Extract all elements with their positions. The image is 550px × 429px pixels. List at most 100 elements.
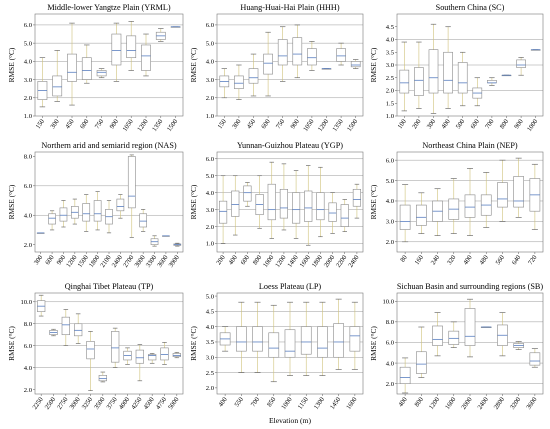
box-iqr (141, 44, 151, 71)
box-iqr (231, 190, 240, 217)
x-tick-label: 300 (231, 118, 243, 131)
y-tick-label: 2.0 (206, 95, 215, 102)
box-iqr (352, 188, 361, 207)
y-tick-label: 6.0 (386, 340, 395, 347)
box-iqr (304, 190, 313, 222)
box-1000 (530, 49, 541, 51)
x-tick-label: 1600 (444, 396, 458, 411)
box-1200 (141, 33, 151, 77)
y-tick-label: 3.0 (386, 62, 395, 69)
x-tick-label: 480 (478, 254, 490, 267)
y-axis-label: RMSE (°C) (189, 184, 198, 219)
box-iqr (316, 192, 325, 221)
box-iqr (292, 192, 301, 224)
box-800 (416, 326, 427, 378)
box-100 (399, 41, 410, 112)
box-400 (443, 26, 453, 109)
y-tick-label: 6.0 (206, 22, 215, 29)
box-1500 (350, 59, 361, 69)
x-tick-label: 200 (411, 118, 423, 131)
panel-7: Qinghai Tibet Plateau (TP) 2.0 4.0 6.0 8.0 10… (7, 282, 184, 411)
panel-title: Sichuan Basin and surrounding regions (S… (397, 282, 543, 291)
box-150 (37, 57, 48, 108)
box-iqr (448, 330, 460, 345)
x-tick-label: 2700 (122, 254, 136, 269)
y-tick-label: 4.0 (24, 59, 33, 66)
box-2400 (480, 326, 492, 328)
x-tick-label: 1500 (346, 118, 360, 133)
box-300 (234, 64, 244, 100)
box-400 (399, 357, 411, 394)
x-tick-label: 1600 (345, 396, 359, 411)
box-iqr (399, 366, 411, 384)
panels: Middle-lower Yangtze Plain (YRML)1.02.03… (7, 3, 543, 411)
box-700 (487, 77, 497, 86)
x-tick-label: 800 (252, 254, 264, 267)
panel-4: Northern arid and semiarid region (NAS) 2… (7, 141, 184, 269)
x-tick-label: 5000 (167, 396, 181, 411)
x-tick-label: 450 (64, 118, 76, 131)
y-tick-label: 3.0 (206, 207, 215, 214)
y-tick-label: 1.0 (206, 113, 215, 120)
x-tick-label: 750 (94, 118, 106, 131)
x-tick-label: 200 (215, 254, 227, 267)
y-tick-label: 2.0 (386, 381, 395, 388)
x-tick-label: 800 (499, 118, 511, 131)
box-iqr (340, 204, 349, 227)
box-1500 (170, 26, 181, 28)
box-iqr (464, 308, 476, 346)
box-iqr (399, 204, 411, 230)
x-tick-label: 2000 (323, 254, 337, 269)
x-tick-label: 3000 (133, 254, 147, 269)
box-640 (513, 157, 524, 218)
box-iqr (513, 176, 524, 208)
y-tick-label: 4.0 (24, 212, 33, 219)
box-1050 (307, 41, 317, 71)
box-800 (501, 74, 512, 77)
box-iqr (284, 329, 296, 358)
panel-6: Northeast China Plain (NEP) 2.0 3.0 4.0 5.0 6… (369, 141, 544, 267)
x-tick-label: 400 (227, 254, 239, 267)
box-300 (36, 232, 45, 234)
box-1200 (279, 163, 288, 231)
x-tick-label: 800 (414, 396, 426, 409)
panel-title: Northeast China Plain (NEP) (422, 141, 518, 150)
x-tick-label: 2500 (44, 396, 58, 411)
y-tick-label: 8.0 (24, 321, 33, 328)
box-1350 (155, 28, 166, 42)
x-tick-label: 600 (240, 254, 252, 267)
x-tick-label: 150 (35, 118, 47, 131)
x-tick-label: 2800 (493, 396, 507, 411)
y-axis-label: RMSE (°C) (7, 47, 16, 82)
y-tick-label: 6.0 (24, 343, 33, 350)
plot-frame (34, 13, 184, 117)
box-iqr (219, 200, 228, 224)
x-tick-label: 3250 (81, 396, 95, 411)
box-1000 (267, 161, 276, 239)
box-1450 (333, 298, 344, 370)
x-tick-label: 600 (260, 118, 272, 131)
box-iqr (268, 332, 280, 358)
y-axis-label: RMSE (°C) (7, 184, 16, 219)
y-axis-label: RMSE (°C) (369, 184, 378, 219)
x-tick-label: 1350 (331, 118, 345, 133)
y-tick-label: 2.0 (24, 387, 33, 394)
box-iqr (292, 37, 303, 66)
box-3000 (139, 209, 147, 232)
box-600 (472, 77, 483, 107)
box-iqr (333, 323, 344, 358)
y-tick-label: 6.0 (24, 183, 33, 190)
box-850 (268, 304, 280, 383)
box-900 (59, 200, 68, 228)
x-axis-label: Elevation (m) (269, 416, 311, 425)
box-iqr (464, 194, 476, 218)
panel-title: Huang-Huai-Hai Plain (HHH) (240, 3, 339, 12)
box-5000 (172, 351, 181, 359)
y-tick-label: 2.0 (386, 239, 395, 246)
x-tick-label: 3900 (168, 254, 182, 269)
box-iqr (74, 323, 83, 337)
box-1350 (336, 42, 346, 66)
box-80 (399, 184, 411, 243)
y-tick-label: 5.0 (206, 293, 215, 300)
box-iqr (416, 204, 427, 226)
